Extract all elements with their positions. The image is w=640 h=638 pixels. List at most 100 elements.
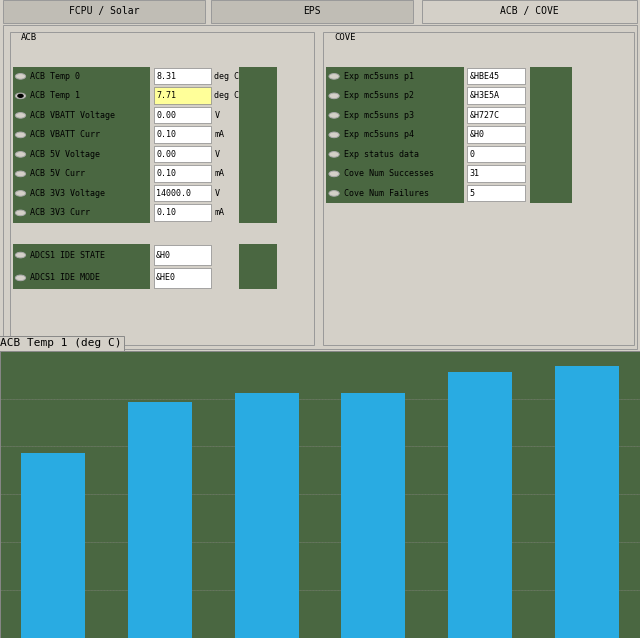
Text: &H0: &H0 [156, 251, 171, 260]
FancyBboxPatch shape [239, 66, 277, 223]
Circle shape [15, 132, 26, 138]
Text: mA: mA [214, 169, 225, 179]
Circle shape [329, 73, 339, 79]
Text: 8.31: 8.31 [156, 72, 176, 81]
FancyBboxPatch shape [154, 87, 211, 104]
FancyBboxPatch shape [467, 126, 525, 143]
Circle shape [15, 73, 26, 79]
FancyBboxPatch shape [467, 184, 525, 202]
Circle shape [329, 112, 339, 118]
FancyBboxPatch shape [211, 0, 413, 23]
Circle shape [15, 171, 26, 177]
FancyBboxPatch shape [154, 145, 211, 163]
Text: ACB VBATT Voltage: ACB VBATT Voltage [30, 111, 115, 120]
Text: &H727C: &H727C [470, 111, 500, 120]
Text: ADCS1 IDE STATE: ADCS1 IDE STATE [30, 251, 105, 260]
Text: 31: 31 [470, 169, 480, 179]
FancyBboxPatch shape [239, 244, 277, 289]
FancyBboxPatch shape [154, 126, 211, 143]
Text: V: V [214, 111, 220, 120]
Text: &HBE45: &HBE45 [470, 72, 500, 81]
Bar [235, 392, 299, 638]
Circle shape [15, 112, 26, 118]
Text: Cove Num Successes: Cove Num Successes [344, 169, 434, 179]
FancyBboxPatch shape [467, 165, 525, 182]
Text: ACB Temp 1 (deg C): ACB Temp 1 (deg C) [0, 338, 122, 348]
Text: 0.00: 0.00 [156, 111, 176, 120]
Circle shape [15, 191, 26, 197]
Text: deg C: deg C [214, 91, 239, 100]
FancyBboxPatch shape [467, 145, 525, 163]
Circle shape [329, 171, 339, 177]
Text: V: V [214, 189, 220, 198]
FancyBboxPatch shape [3, 24, 637, 349]
Text: 0.10: 0.10 [156, 130, 176, 139]
Text: COVE: COVE [335, 33, 356, 42]
Text: mA: mA [214, 130, 225, 139]
Text: ACB Temp 0: ACB Temp 0 [30, 72, 80, 81]
Text: 0.00: 0.00 [156, 150, 176, 159]
FancyBboxPatch shape [422, 0, 637, 23]
FancyBboxPatch shape [13, 66, 150, 223]
Text: ACB: ACB [21, 33, 37, 42]
Bar [128, 402, 192, 638]
Text: Exp mc5suns p4: Exp mc5suns p4 [344, 130, 413, 139]
Bar [448, 372, 512, 638]
Text: 14000.0: 14000.0 [156, 189, 191, 198]
Text: 5: 5 [470, 189, 475, 198]
FancyBboxPatch shape [530, 66, 572, 203]
Text: &HE0: &HE0 [156, 273, 176, 283]
Bar [555, 366, 619, 638]
Circle shape [15, 93, 26, 99]
Bar [21, 454, 85, 638]
FancyBboxPatch shape [154, 184, 211, 202]
FancyBboxPatch shape [467, 107, 525, 123]
Text: Exp status data: Exp status data [344, 150, 419, 159]
FancyBboxPatch shape [154, 204, 211, 221]
Text: ACB / COVE: ACB / COVE [500, 6, 559, 17]
FancyBboxPatch shape [154, 267, 211, 288]
FancyBboxPatch shape [326, 66, 464, 203]
FancyBboxPatch shape [3, 0, 205, 23]
FancyBboxPatch shape [467, 87, 525, 104]
Text: Cove Num Failures: Cove Num Failures [344, 189, 429, 198]
Text: ACB 5V Curr: ACB 5V Curr [30, 169, 85, 179]
Text: 0.10: 0.10 [156, 169, 176, 179]
Text: 0: 0 [470, 150, 475, 159]
Text: Exp mc5suns p1: Exp mc5suns p1 [344, 72, 413, 81]
Text: ACB 3V3 Curr: ACB 3V3 Curr [30, 209, 90, 218]
FancyBboxPatch shape [13, 244, 150, 289]
Text: 0.10: 0.10 [156, 209, 176, 218]
Circle shape [329, 132, 339, 138]
FancyBboxPatch shape [154, 245, 211, 265]
Text: mA: mA [214, 209, 225, 218]
Circle shape [15, 152, 26, 157]
Text: &H3E5A: &H3E5A [470, 91, 500, 100]
Text: &H0: &H0 [470, 130, 484, 139]
Circle shape [329, 191, 339, 197]
Text: V: V [214, 150, 220, 159]
FancyBboxPatch shape [467, 68, 525, 84]
Text: ACB Temp 1: ACB Temp 1 [30, 91, 80, 100]
FancyBboxPatch shape [154, 68, 211, 84]
Circle shape [329, 93, 339, 99]
Text: deg C: deg C [214, 72, 239, 81]
Circle shape [15, 210, 26, 216]
Text: FCPU / Solar: FCPU / Solar [68, 6, 140, 17]
FancyBboxPatch shape [323, 31, 634, 345]
Circle shape [329, 152, 339, 157]
FancyBboxPatch shape [10, 31, 314, 345]
Text: ACB 3V3 Voltage: ACB 3V3 Voltage [30, 189, 105, 198]
Text: ACB VBATT Curr: ACB VBATT Curr [30, 130, 100, 139]
Text: ACB 5V Voltage: ACB 5V Voltage [30, 150, 100, 159]
Text: EPS: EPS [303, 6, 321, 17]
Circle shape [18, 94, 23, 97]
Bar [341, 392, 405, 638]
FancyBboxPatch shape [154, 107, 211, 123]
Circle shape [15, 275, 26, 281]
Text: 7.71: 7.71 [156, 91, 176, 100]
FancyBboxPatch shape [154, 165, 211, 182]
Text: ADCS1 IDE MODE: ADCS1 IDE MODE [30, 273, 100, 283]
Text: Exp mc5suns p2: Exp mc5suns p2 [344, 91, 413, 100]
Circle shape [15, 252, 26, 258]
